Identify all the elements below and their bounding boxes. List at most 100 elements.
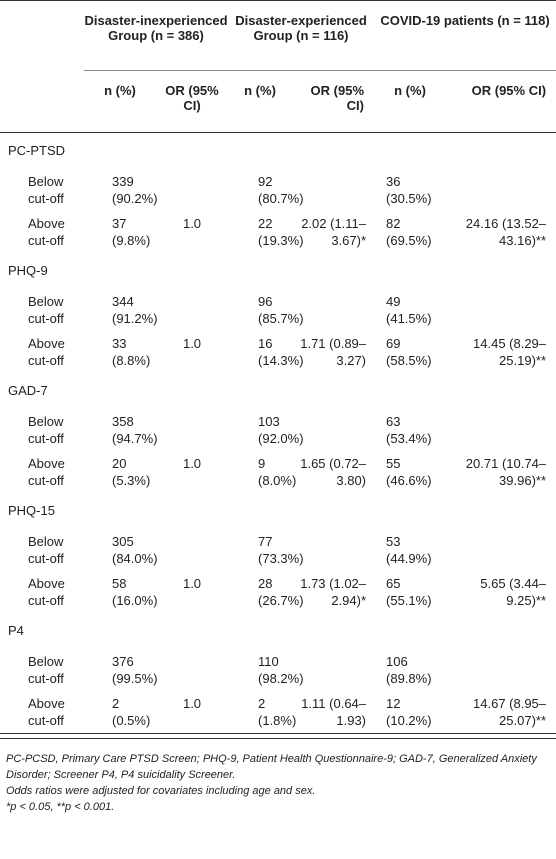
n-covid-cell: 63 (53.4%) [386, 414, 432, 446]
or-inexperienced-cell: 1.0 [182, 216, 202, 231]
table-row: Above cut-off 2 (0.5%) 1.0 2 (1.8%) 1.11 (0.… [0, 691, 556, 734]
or-inexperienced-cell [156, 649, 228, 691]
n-experienced-cell: 16 (14.3%) [258, 336, 304, 368]
header-group-experienced-label: Disaster-experienced Group (n = 116) [235, 13, 367, 43]
n-covid-cell: 12 (10.2%) [386, 696, 432, 728]
or-experienced-cell: 1.65 (0.72–3.80) [300, 456, 367, 488]
or-covid-cell [446, 649, 556, 691]
row-label-cell: Below cut-off [28, 174, 64, 206]
n-experienced-cell: 77 (73.3%) [258, 534, 304, 566]
n-experienced-cell: 110 (98.2%) [258, 654, 304, 686]
or-inexperienced-cell: 1.0 [182, 456, 202, 471]
header-group-covid-label: COVID-19 patients (n = 118) [380, 13, 550, 28]
header-blank [0, 1, 84, 71]
table-row: Above cut-off 37 (9.8%) 1.0 22 (19.3%) 2.02 … [0, 211, 556, 253]
or-covid-cell [446, 169, 556, 211]
or-covid-cell [446, 529, 556, 571]
or-covid-cell: 24.16 (13.52–43.16)** [465, 216, 547, 248]
table-row: Above cut-off 58 (16.0%) 1.0 28 (26.7%) 1.73… [0, 571, 556, 613]
n-inexperienced-cell: 376 (99.5%) [112, 654, 158, 686]
header-or-1: OR (95% CI) [165, 83, 219, 113]
n-covid-cell: 49 (41.5%) [386, 294, 432, 326]
n-inexperienced-cell: 339 (90.2%) [112, 174, 158, 206]
header-or-2: OR (95% CI) [310, 83, 365, 113]
row-label-cell: Below cut-off [28, 654, 64, 686]
or-experienced-cell: 1.11 (0.64–1.93) [301, 696, 367, 728]
header-group-inexperienced: Disaster-inexperienced Group (n = 386) [84, 0, 229, 71]
table-row: Above cut-off 33 (8.8%) 1.0 16 (14.3%) 1.71 … [0, 331, 556, 373]
n-experienced-cell: 96 (85.7%) [258, 294, 304, 326]
or-experienced-cell: 2.02 (1.11–3.67)* [301, 216, 367, 248]
row-label-cell: Below cut-off [28, 534, 64, 566]
table-row: Below cut-off 376 (99.5%) 110 (98.2%) 106 (… [0, 649, 556, 691]
or-experienced-cell [292, 529, 374, 571]
footnote-significance: *p < 0.05, **p < 0.001. [6, 801, 115, 813]
header-or-3: OR (95% CI) [471, 83, 547, 98]
section-row: PHQ-9 [0, 253, 556, 289]
header-group-inexperienced-label: Disaster-inexperienced Group (n = 386) [84, 13, 228, 43]
n-inexperienced-cell: 20 (5.3%) [112, 456, 151, 488]
or-experienced-cell [292, 289, 374, 331]
n-experienced-cell: 92 (80.7%) [258, 174, 304, 206]
table-row: Below cut-off 358 (94.7%) 103 (92.0%) 63 (5… [0, 409, 556, 451]
row-label-cell: Above cut-off [28, 456, 65, 488]
footnote-adjustment: Odds ratios were adjusted for covariates… [6, 785, 316, 797]
or-inexperienced-cell [156, 289, 228, 331]
row-label-cell: Above cut-off [28, 336, 65, 368]
section-row: PHQ-15 [0, 493, 556, 529]
or-inexperienced-cell [156, 529, 228, 571]
n-inexperienced-cell: 58 (16.0%) [112, 576, 158, 608]
header-blank-2 [0, 71, 84, 133]
n-covid-cell: 82 (69.5%) [386, 216, 432, 248]
results-table-container: Disaster-inexperienced Group (n = 386) D… [0, 0, 556, 815]
n-experienced-cell: 22 (19.3%) [258, 216, 304, 248]
n-experienced-cell: 28 (26.7%) [258, 576, 304, 608]
n-experienced-cell: 103 (92.0%) [258, 414, 304, 446]
or-inexperienced-cell: 1.0 [182, 696, 202, 711]
n-inexperienced-cell: 344 (91.2%) [112, 294, 158, 326]
row-label-cell: Above cut-off [28, 216, 65, 248]
n-covid-cell: 55 (46.6%) [386, 456, 432, 488]
table-row: Above cut-off 20 (5.3%) 1.0 9 (8.0%) 1.65 (0… [0, 451, 556, 493]
or-inexperienced-cell: 1.0 [182, 576, 202, 591]
results-table: Disaster-inexperienced Group (n = 386) D… [0, 0, 556, 734]
row-label-cell: Above cut-off [28, 696, 65, 728]
or-inexperienced-cell [156, 169, 228, 211]
table-row: Below cut-off 344 (91.2%) 96 (85.7%) 49 (41… [0, 289, 556, 331]
n-covid-cell: 69 (58.5%) [386, 336, 432, 368]
section-row: GAD-7 [0, 373, 556, 409]
n-experienced-cell: 2 (1.8%) [258, 696, 297, 728]
row-label-cell: Above cut-off [28, 576, 65, 608]
n-inexperienced-cell: 305 (84.0%) [112, 534, 158, 566]
n-inexperienced-cell: 37 (9.8%) [112, 216, 151, 248]
section-title: PHQ-15 [8, 503, 55, 518]
row-label-cell: Below cut-off [28, 414, 64, 446]
or-experienced-cell [292, 409, 374, 451]
footnote-abbreviations: PC-PCSD, Primary Care PTSD Screen; PHQ-9… [6, 753, 537, 781]
header-n-2: n (%) [244, 83, 276, 98]
header-group-covid: COVID-19 patients (n = 118) [374, 0, 556, 71]
or-experienced-cell [292, 169, 374, 211]
or-experienced-cell: 1.71 (0.89–3.27) [300, 336, 367, 368]
or-covid-cell: 20.71 (10.74–39.96)** [465, 456, 547, 488]
or-covid-cell: 5.65 (3.44–9.25)** [480, 576, 547, 608]
row-label-cell: Below cut-off [28, 294, 64, 326]
n-inexperienced-cell: 358 (94.7%) [112, 414, 158, 446]
or-inexperienced-cell [156, 409, 228, 451]
n-covid-cell: 53 (44.9%) [386, 534, 432, 566]
section-title: PHQ-9 [8, 263, 48, 278]
section-row: P4 [0, 613, 556, 649]
or-experienced-cell [292, 649, 374, 691]
or-covid-cell: 14.67 (8.95–25.07)** [473, 696, 547, 728]
section-title: GAD-7 [8, 383, 48, 398]
table-footnotes: PC-PCSD, Primary Care PTSD Screen; PHQ-9… [0, 738, 556, 815]
n-covid-cell: 36 (30.5%) [386, 174, 432, 206]
section-row: PC-PTSD [0, 133, 556, 170]
header-group-experienced: Disaster-experienced Group (n = 116) [228, 0, 375, 71]
n-experienced-cell: 9 (8.0%) [258, 456, 297, 488]
n-covid-cell: 106 (89.8%) [386, 654, 432, 686]
table-row: Below cut-off 305 (84.0%) 77 (73.3%) 53 (44… [0, 529, 556, 571]
n-inexperienced-cell: 2 (0.5%) [112, 696, 151, 728]
or-covid-cell: 14.45 (8.29–25.19)** [473, 336, 547, 368]
section-title: PC-PTSD [8, 143, 66, 158]
